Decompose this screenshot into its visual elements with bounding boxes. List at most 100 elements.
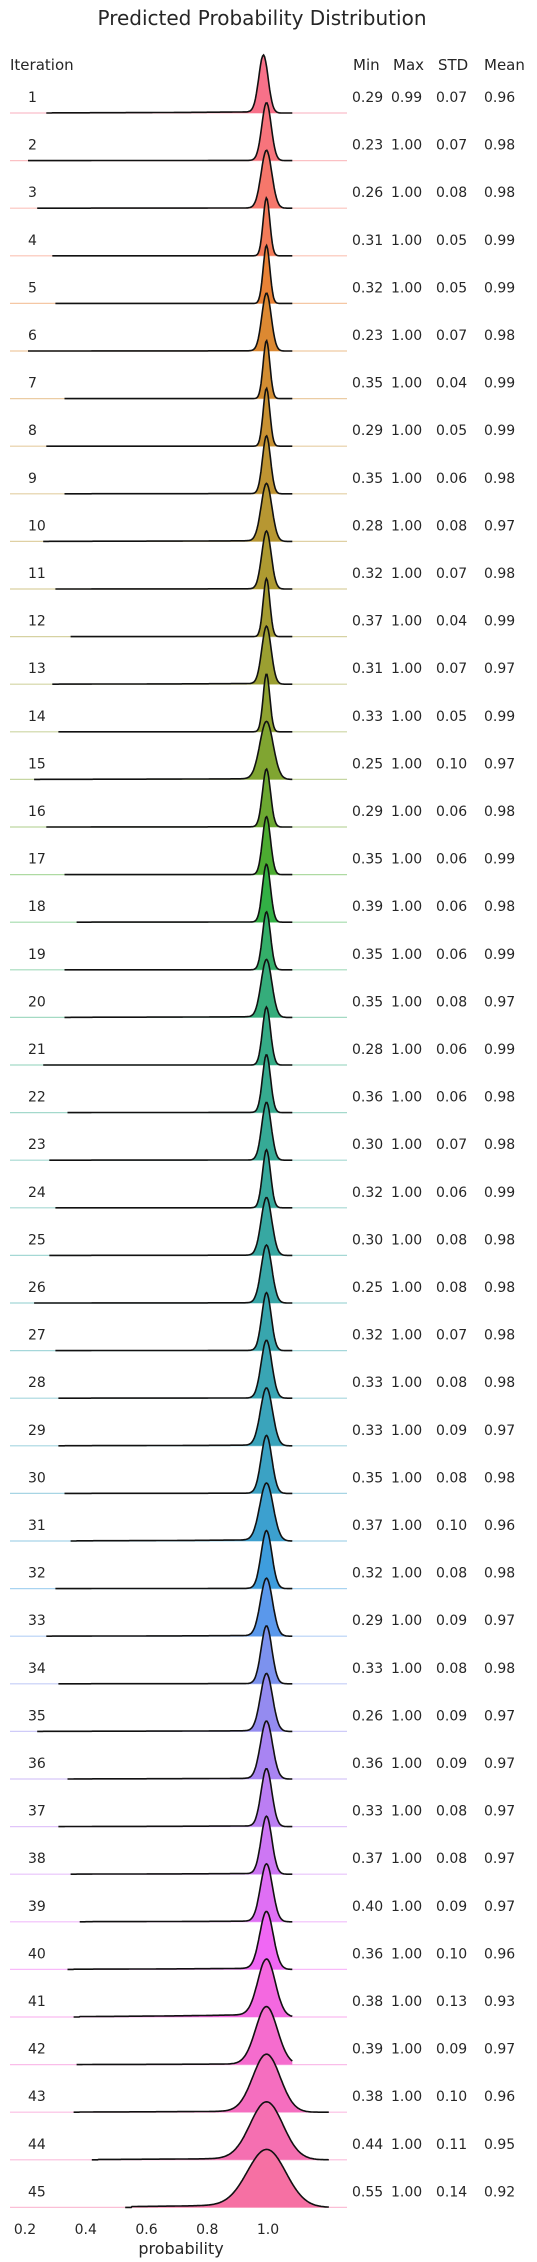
row-min-value: 0.30	[352, 1137, 383, 1153]
row-min-value: 0.39	[352, 2042, 383, 2058]
row-mean-value: 0.99	[484, 376, 515, 392]
row-std-value: 0.06	[436, 1185, 467, 1201]
row-min-value: 0.29	[352, 804, 383, 820]
row-iteration-label: 43	[28, 2089, 46, 2105]
row-max-value: 1.00	[391, 2089, 422, 2105]
row-std-value: 0.05	[436, 709, 467, 725]
row-min-value: 0.55	[352, 2184, 383, 2200]
ridge-row-11: 11 0.32 1.00 0.07 0.98	[10, 529, 515, 590]
x-axis: 0.2 0.4 0.6 0.8 1.0	[14, 2222, 279, 2238]
ridge-row-33: 33 0.29 1.00 0.09 0.97	[10, 1577, 515, 1637]
ridge-row-39: 39 0.40 1.00 0.09 0.97	[10, 1862, 515, 1923]
ridge-density-line	[91, 2100, 329, 2161]
row-max-value: 1.00	[391, 1470, 422, 1486]
row-max-value: 1.00	[391, 994, 422, 1010]
row-max-value: 1.00	[391, 899, 422, 915]
ridge-row-22: 22 0.36 1.00 0.06 0.98	[10, 1053, 515, 1114]
ridge-row-40: 40 0.36 1.00 0.10 0.96	[10, 1910, 515, 1971]
ridges-layer: 1 0.29 0.99 0.07 0.96 2 0.23 1.00 0.07 0.98 3 0.26 1…	[10, 53, 515, 2209]
row-min-value: 0.23	[352, 138, 383, 154]
row-mean-value: 0.99	[484, 423, 515, 439]
row-mean-value: 0.98	[484, 1328, 515, 1344]
row-iteration-label: 34	[28, 1661, 46, 1677]
row-min-value: 0.36	[352, 1756, 383, 1772]
row-std-value: 0.06	[436, 471, 467, 487]
row-iteration-label: 22	[28, 1090, 46, 1106]
ridge-density-line	[37, 1672, 293, 1733]
ridge-density-area	[28, 293, 293, 351]
row-min-value: 0.35	[352, 947, 383, 963]
ridge-density-line	[46, 53, 293, 114]
ridge-density-area	[64, 911, 293, 970]
row-mean-value: 0.97	[484, 994, 515, 1010]
row-min-value: 0.32	[352, 1328, 383, 1344]
row-std-value: 0.05	[436, 233, 467, 249]
ridge-row-17: 17 0.35 1.00 0.06 0.99	[10, 815, 515, 876]
row-std-value: 0.08	[436, 1566, 467, 1582]
row-mean-value: 0.99	[484, 1185, 515, 1201]
row-mean-value: 0.98	[484, 899, 515, 915]
ridge-density-line	[43, 1005, 293, 1066]
row-mean-value: 0.99	[484, 852, 515, 868]
row-mean-value: 0.98	[484, 1232, 515, 1248]
row-mean-value: 0.99	[484, 709, 515, 725]
x-tick-label: 1.0	[257, 2222, 279, 2238]
row-std-value: 0.13	[436, 1994, 467, 2010]
row-mean-value: 0.98	[484, 185, 515, 201]
row-min-value: 0.35	[352, 994, 383, 1010]
row-iteration-label: 40	[28, 1946, 46, 1962]
row-mean-value: 0.97	[484, 2042, 515, 2058]
ridge-density-line	[55, 1148, 293, 1209]
row-max-value: 1.00	[391, 1090, 422, 1106]
row-iteration-label: 26	[28, 1280, 46, 1296]
row-std-value: 0.07	[436, 1328, 467, 1344]
row-min-value: 0.35	[352, 376, 383, 392]
ridge-density-line	[58, 1339, 293, 1399]
row-mean-value: 0.97	[484, 1804, 515, 1820]
row-std-value: 0.05	[436, 280, 467, 296]
row-mean-value: 0.95	[484, 2137, 515, 2153]
row-std-value: 0.09	[436, 1899, 467, 1915]
row-max-value: 1.00	[391, 1566, 422, 1582]
row-mean-value: 0.98	[484, 1661, 515, 1677]
ridge-density-line	[55, 1291, 293, 1352]
ridge-row-9: 9 0.35 1.00 0.06 0.98	[10, 434, 515, 495]
row-mean-value: 0.96	[484, 90, 515, 106]
ridge-density-line	[55, 529, 293, 590]
row-iteration-label: 9	[28, 471, 37, 487]
ridge-density-line	[76, 863, 293, 923]
row-min-value: 0.44	[352, 2137, 383, 2153]
row-std-value: 0.07	[436, 328, 467, 344]
ridge-density-area	[67, 1054, 293, 1113]
ridge-density-line	[49, 1101, 293, 1161]
row-iteration-label: 5	[28, 280, 37, 296]
ridge-density-area	[67, 1721, 293, 1779]
ridge-row-38: 38 0.37 1.00 0.08 0.97	[10, 1815, 515, 1875]
ridge-density-area	[76, 864, 293, 923]
row-std-value: 0.10	[436, 2089, 467, 2105]
row-min-value: 0.36	[352, 1946, 383, 1962]
row-max-value: 1.00	[391, 756, 422, 772]
row-std-value: 0.14	[436, 2184, 467, 2200]
row-mean-value: 0.97	[484, 1708, 515, 1724]
row-mean-value: 0.98	[484, 1090, 515, 1106]
row-std-value: 0.09	[436, 1756, 467, 1772]
ridge-density-line	[67, 1053, 293, 1114]
row-std-value: 0.07	[436, 90, 467, 106]
ridge-row-13: 13 0.31 1.00 0.07 0.97	[10, 624, 515, 685]
ridge-row-12: 12 0.37 1.00 0.04 0.99	[10, 576, 515, 638]
row-iteration-label: 20	[28, 994, 46, 1010]
row-std-value: 0.10	[436, 1518, 467, 1534]
row-min-value: 0.32	[352, 566, 383, 582]
column-header-mean: Mean	[484, 56, 525, 74]
row-max-value: 1.00	[391, 1137, 422, 1153]
row-iteration-label: 17	[28, 852, 46, 868]
ridge-row-44: 44 0.44 1.00 0.11 0.95	[10, 2100, 515, 2161]
ridge-density-line	[49, 1196, 293, 1257]
chart-title: Predicted Probability Distribution	[97, 6, 426, 30]
ridge-density-area	[125, 2149, 329, 2208]
ridge-density-line	[46, 767, 293, 828]
row-min-value: 0.28	[352, 1042, 383, 1058]
row-std-value: 0.06	[436, 1090, 467, 1106]
row-mean-value: 0.96	[484, 1518, 515, 1534]
